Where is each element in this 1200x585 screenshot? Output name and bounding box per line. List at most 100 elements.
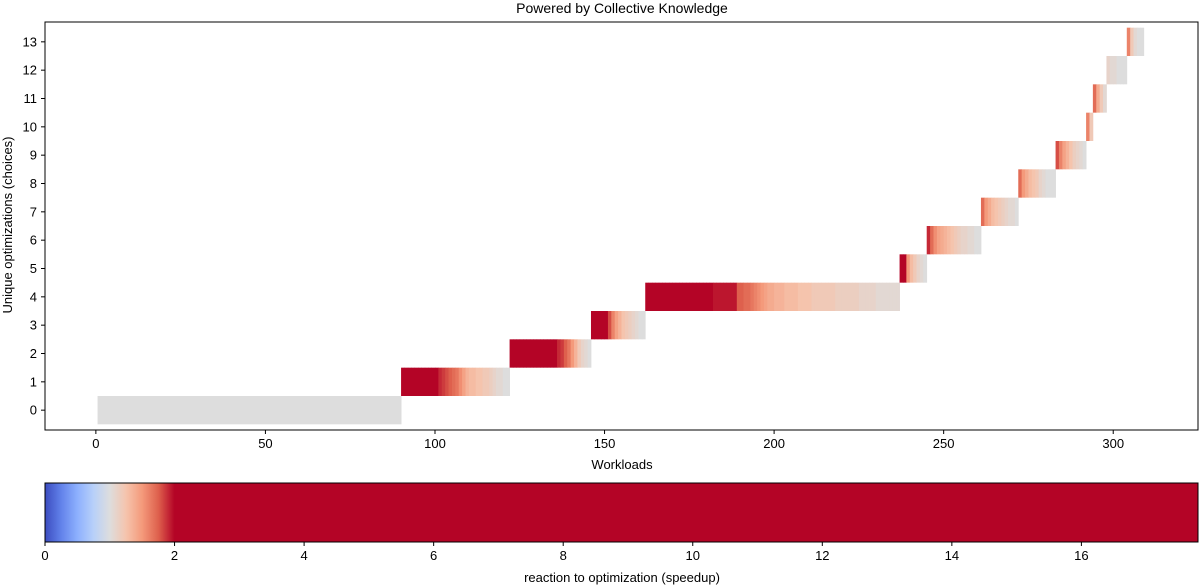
heatmap-cell [777,282,782,311]
y-tick-label: 3 [30,318,37,333]
heatmap-cell [896,282,900,311]
heatmap-cell [780,282,785,311]
heatmap-cell [97,396,402,425]
heatmap-cell [560,339,565,368]
heatmap-cell [1058,141,1063,170]
heatmap-cell [818,282,822,311]
heatmap-cell [428,367,432,396]
heatmap-cell [597,311,602,340]
y-tick-label: 12 [23,63,37,78]
heatmap-cell [628,311,633,340]
main-plot-frame [44,21,1199,431]
heatmap-cell [468,367,473,396]
heatmap-cell [533,339,538,368]
heatmap-cell [546,339,551,368]
heatmap-cell [502,367,507,396]
heatmap-cell [696,282,700,311]
heatmap-cell [1133,27,1138,56]
heatmap-cells [97,27,1145,425]
heatmap-cell [960,226,965,255]
heatmap-cell [767,282,772,311]
heatmap-cell [1072,141,1077,170]
heatmap-cell [875,282,880,311]
heatmap-cell [916,254,921,283]
heatmap-cell [424,367,429,396]
heatmap-cell [858,282,863,311]
heatmap-cell [964,226,968,255]
heatmap-cell [411,367,416,396]
heatmap-cell [607,311,612,340]
colorbar-tick-label: 6 [430,548,437,563]
colorbar-tick-label: 16 [1074,548,1088,563]
heatmap-cell [760,282,765,311]
chart-title: Powered by Collective Knowledge [516,0,728,16]
heatmap-cell [706,282,711,311]
heatmap-cell [831,282,836,311]
heatmap-cell [1089,112,1094,141]
heatmap-cell [601,311,605,340]
heatmap-cell [828,282,833,311]
heatmap-cell [645,282,650,311]
heatmap-cell [1113,56,1118,85]
heatmap-cell [631,311,636,340]
heatmap-cell [1021,169,1026,198]
heatmap-cell [1065,141,1070,170]
x-tick-label: 50 [258,436,272,451]
heatmap-cell [699,282,704,311]
heatmap-cell [692,282,697,311]
heatmap-cell [743,282,748,311]
heatmap-cell [465,367,470,396]
heatmap-cell [1014,197,1019,226]
heatmap-cell [994,197,999,226]
heatmap-cell [702,282,707,311]
heatmap-cell [536,339,541,368]
heatmap-cell [689,282,694,311]
heatmap-cell [1038,169,1043,198]
y-tick-label: 7 [30,204,37,219]
heatmap-cell [919,254,924,283]
x-axis-label: Workloads [591,457,653,472]
heatmap-cell [1055,141,1060,170]
heatmap-cell [838,282,843,311]
heatmap-cell [641,311,646,340]
heatmap-cell [1116,56,1121,85]
heatmap-cell [1028,169,1033,198]
heatmap-cell [472,367,477,396]
heatmap-cell [648,282,653,311]
heatmap-cell [835,282,839,311]
heatmap-cell [869,282,873,311]
heatmap-cell [862,282,867,311]
heatmap-cell [431,367,436,396]
heatmap-cell [682,282,687,311]
heatmap-cell [913,254,917,283]
colorbar: 0 2 4 6 8 10 12 14 16 [41,482,1199,563]
heatmap-cell [757,282,761,311]
heatmap-cell [489,367,494,396]
heatmap-cell [821,282,826,311]
heatmap-cell [970,226,975,255]
x-tick-label: 150 [594,436,616,451]
heatmap-cell [574,339,578,368]
heatmap-cell [726,282,731,311]
heatmap-cell [404,367,409,396]
heatmap-cell [1011,197,1016,226]
heatmap-cell [407,367,412,396]
heatmap-cell [614,311,619,340]
heatmap-cell [845,282,850,311]
heatmap-cell [1069,141,1073,170]
colorbar-tick-label: 10 [686,548,700,563]
heatmap-cell [902,254,907,283]
heatmap-cell [953,226,958,255]
heatmap-cell [567,339,572,368]
heatmap-cell [794,282,799,311]
heatmap-cell [1086,112,1090,141]
heatmap-cell [482,367,487,396]
heatmap-cell [679,282,683,311]
heatmap-cell [557,339,561,368]
heatmap-cell [1082,141,1087,170]
heatmap-cell [750,282,755,311]
heatmap-cell [685,282,690,311]
x-tick-label: 100 [424,436,446,451]
heatmap-cell [1048,169,1053,198]
